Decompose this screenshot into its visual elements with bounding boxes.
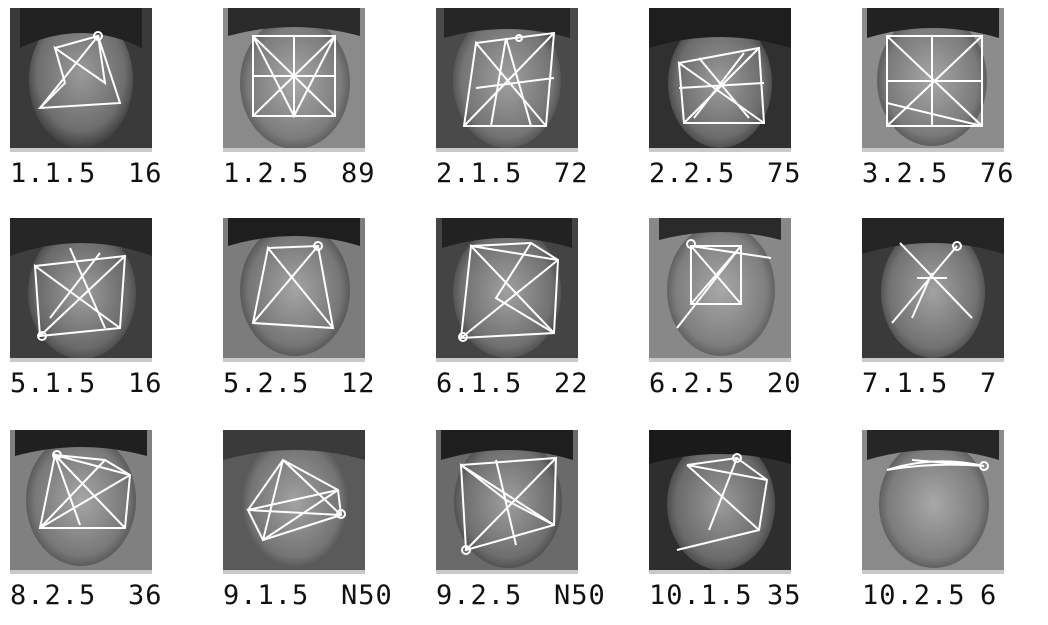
face-panel-12: 9.1.5 N50 [223,430,423,625]
photo-baseline [10,148,152,152]
panel-id-label: 5.1.5 [10,368,97,399]
face-panel-4: 2.2.5 75 [649,8,849,203]
panel-score-label: 20 [767,368,802,399]
face-panel-9: 6.2.5 20 [649,218,849,413]
face-photo [436,8,578,148]
face-panel-5: 3.2.5 76 [862,8,1048,203]
face-photo [649,218,791,358]
face-panel-15: 10.2.5 6 [862,430,1048,625]
panel-id-label: 2.2.5 [649,158,736,189]
photo-baseline [649,570,791,574]
photo-baseline [10,570,152,574]
panel-id-label: 6.2.5 [649,368,736,399]
panel-score-label: N50 [554,580,606,611]
panel-id-label: 10.1.5 [649,580,753,611]
face-panel-7: 5.2.5 12 [223,218,423,413]
panel-score-label: N50 [341,580,393,611]
panel-id-label: 3.2.5 [862,158,949,189]
photo-baseline [10,358,152,362]
panel-id-label: 2.1.5 [436,158,523,189]
panel-score-label: 16 [128,158,163,189]
panel-score-label: 7 [980,368,998,399]
face-photo [862,430,1004,570]
face-photo [862,8,1004,148]
panel-score-label: 72 [554,158,589,189]
face-panel-10: 7.1.5 7 [862,218,1048,413]
photo-baseline [223,148,365,152]
face-photo [649,8,791,148]
panel-id-label: 9.2.5 [436,580,523,611]
photo-baseline [436,570,578,574]
panel-score-label: 22 [554,368,589,399]
panel-score-label: 36 [128,580,163,611]
face-photo [223,8,365,148]
face-photo [10,218,152,358]
face-photo [862,218,1004,358]
panel-score-label: 76 [980,158,1015,189]
panel-score-label: 35 [767,580,802,611]
face-photo [10,430,152,570]
face-panel-14: 10.1.5 35 [649,430,849,625]
face-photo [223,430,365,570]
photo-baseline [862,570,1004,574]
panel-score-label: 16 [128,368,163,399]
photo-baseline [649,358,791,362]
photo-baseline [223,570,365,574]
panel-id-label: 8.2.5 [10,580,97,611]
panel-score-label: 89 [341,158,376,189]
face-panel-6: 5.1.5 16 [10,218,210,413]
face-panel-1: 1.1.5 16 [10,8,210,203]
panel-score-label: 6 [980,580,998,611]
panel-id-label: 9.1.5 [223,580,310,611]
face-panel-3: 2.1.5 72 [436,8,636,203]
photo-baseline [223,358,365,362]
photo-baseline [649,148,791,152]
panel-id-label: 5.2.5 [223,368,310,399]
photo-baseline [436,358,578,362]
face-photo [223,218,365,358]
face-photo [10,8,152,148]
face-photo [649,430,791,570]
photo-baseline [436,148,578,152]
face-panel-13: 9.2.5 N50 [436,430,636,625]
photo-baseline [862,358,1004,362]
panel-score-label: 75 [767,158,802,189]
panel-id-label: 6.1.5 [436,368,523,399]
panel-id-label: 7.1.5 [862,368,949,399]
panel-id-label: 10.2.5 [862,580,966,611]
face-panel-8: 6.1.5 22 [436,218,636,413]
face-photo [436,430,578,570]
panel-id-label: 1.1.5 [10,158,97,189]
face-panel-11: 8.2.5 36 [10,430,210,625]
photo-baseline [862,148,1004,152]
face-panel-2: 1.2.5 89 [223,8,423,203]
face-photo [436,218,578,358]
panel-id-label: 1.2.5 [223,158,310,189]
panel-score-label: 12 [341,368,376,399]
